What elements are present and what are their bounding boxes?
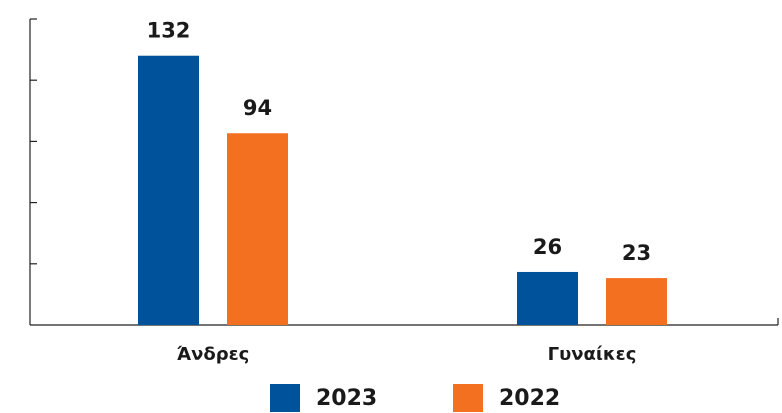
bar <box>138 55 199 325</box>
bar <box>227 133 288 325</box>
legend-swatch <box>270 384 300 412</box>
value-label: 26 <box>533 235 562 259</box>
value-label: 94 <box>243 96 272 120</box>
legend-swatch <box>453 384 483 412</box>
value-label: 23 <box>622 241 651 265</box>
value-label: 132 <box>147 19 191 43</box>
bar <box>606 278 667 325</box>
legend-label: 2022 <box>499 386 560 411</box>
legend-label: 2023 <box>316 386 377 411</box>
x-tick-label: Άνδρες <box>177 344 250 365</box>
bar <box>517 271 578 325</box>
x-tick-label: Γυναίκες <box>548 344 637 365</box>
